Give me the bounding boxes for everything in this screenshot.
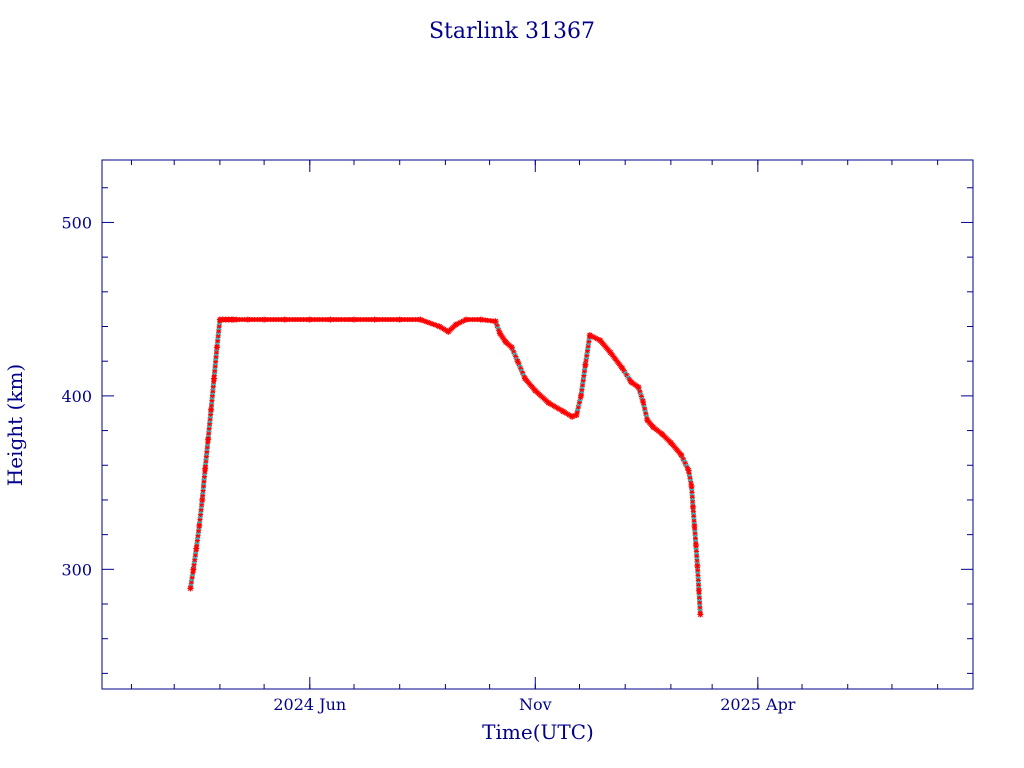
data-point <box>628 379 635 386</box>
data-point <box>688 483 695 490</box>
data-point <box>492 318 499 325</box>
data-point <box>689 503 696 510</box>
data-point <box>678 451 685 458</box>
data-point <box>577 392 584 399</box>
data-point <box>281 316 288 323</box>
data-point <box>545 399 552 406</box>
data-point <box>436 323 443 330</box>
data-point <box>514 358 521 365</box>
data-point <box>532 387 539 394</box>
data-point <box>477 316 484 323</box>
data-point <box>371 316 378 323</box>
data-point <box>635 384 642 391</box>
data-point <box>196 522 203 529</box>
data-point <box>417 316 424 323</box>
data-point <box>685 467 692 474</box>
data-point <box>306 316 313 323</box>
series-line <box>189 319 701 615</box>
data-point <box>644 417 651 424</box>
data-point <box>691 522 698 529</box>
y-tick-label: 400 <box>61 387 92 406</box>
axis-ticks <box>102 160 973 689</box>
data-point <box>396 316 403 323</box>
x-tick-label: 2025 Apr <box>720 695 796 714</box>
axis-tick-labels: 2024 Jun Nov 2025 Apr 300 400 500 <box>61 213 795 714</box>
chart-title: Starlink 31367 <box>429 19 595 44</box>
data-point <box>213 344 220 351</box>
data-point <box>692 542 699 549</box>
x-tick-label: 2024 Jun <box>273 695 346 714</box>
data-point <box>659 431 666 438</box>
data-point <box>463 316 470 323</box>
data-point <box>697 611 704 618</box>
x-axis-label: Time(UTC) <box>482 720 594 744</box>
data-point <box>508 344 515 351</box>
y-tick-label: 300 <box>61 560 92 579</box>
data-point <box>639 398 646 405</box>
data-point <box>351 316 358 323</box>
data-point <box>199 496 206 503</box>
data-point <box>695 587 702 594</box>
data-point <box>560 408 567 415</box>
y-axis-label: Height (km) <box>3 364 27 486</box>
data-point <box>193 545 200 552</box>
series-layer <box>187 316 704 618</box>
y-tick-label: 500 <box>61 213 92 232</box>
plot-frame <box>101 159 974 690</box>
data-point <box>586 332 593 339</box>
data-point <box>211 375 218 382</box>
data-point <box>445 328 452 335</box>
data-point <box>607 349 614 356</box>
data-point <box>452 321 459 328</box>
data-point <box>261 316 268 323</box>
data-point <box>667 439 674 446</box>
x-tick-label: Nov <box>519 695 552 714</box>
data-point <box>582 361 589 368</box>
data-point <box>597 337 604 344</box>
data-point <box>521 375 528 382</box>
data-point <box>208 406 215 413</box>
data-point <box>205 436 212 443</box>
data-point <box>327 316 334 323</box>
data-point <box>244 316 251 323</box>
data-point <box>202 465 209 472</box>
data-point <box>502 339 509 346</box>
data-point <box>187 585 194 592</box>
data-point <box>650 424 657 431</box>
data-point <box>573 411 580 418</box>
data-point <box>694 562 701 569</box>
data-point <box>619 365 626 372</box>
data-point <box>233 316 240 323</box>
data-point <box>496 330 503 337</box>
data-point <box>190 566 197 573</box>
